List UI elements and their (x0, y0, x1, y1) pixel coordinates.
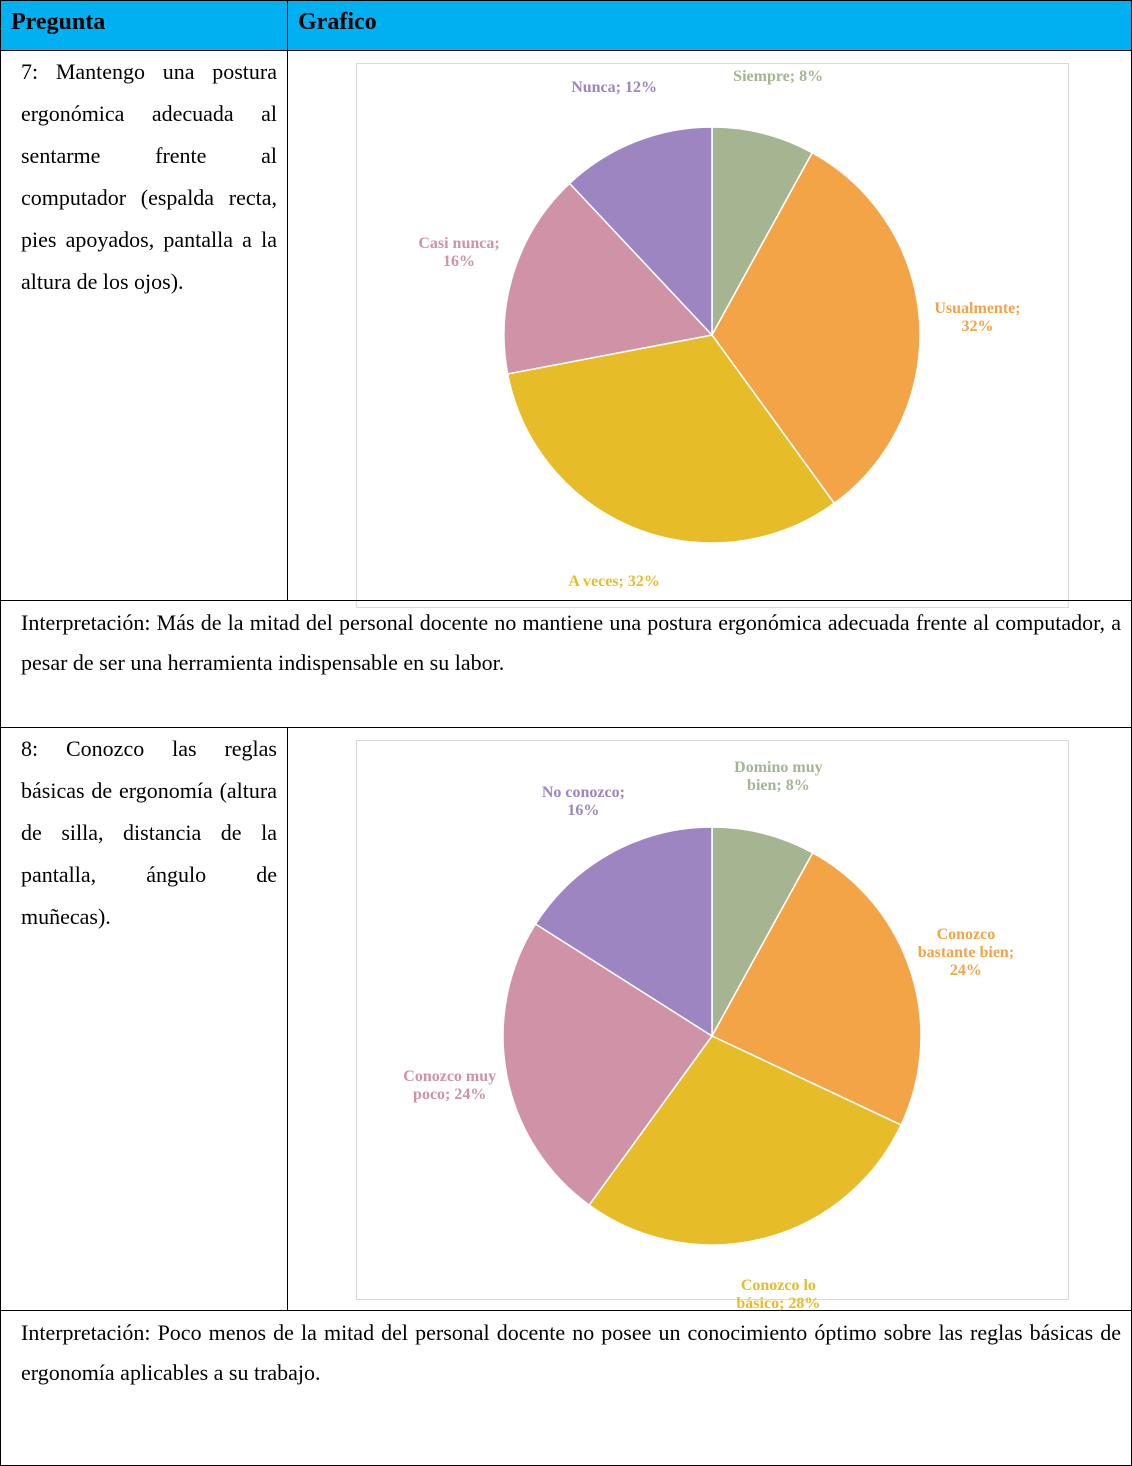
data-label: No conozco; 16% (541, 784, 625, 820)
question-cell: 7: Mantengo una postura ergonómica adecu… (0, 50, 288, 601)
data-label: Casi nunca; 16% (418, 234, 500, 270)
data-label: A veces; 32% (568, 573, 660, 591)
data-label: Siempre; 8% (733, 68, 824, 86)
pie-slice (568, 126, 713, 337)
pie-slice (710, 851, 922, 1126)
data-label: Nunca; 12% (571, 78, 657, 96)
data-label: Conozco lo básico; 28% (736, 1276, 821, 1312)
pie-slice (588, 1035, 903, 1246)
header-cell: Pregunta (0, 0, 288, 51)
pie-slice (711, 151, 921, 505)
data-label: Conozco bastante bien; 24% (917, 926, 1015, 980)
data-label: Usualmente; 32% (934, 300, 1021, 336)
chart-box (356, 63, 1069, 608)
chart-box (356, 740, 1069, 1300)
pie-slice (503, 182, 714, 375)
interpretation-cell: Interpretación: Más de la mitad del pers… (0, 600, 1132, 728)
pie-slice (711, 826, 814, 1037)
data-label: Domino muy bien; 8% (734, 759, 823, 795)
interpretation-cell: Interpretación: Poco menos de la mitad d… (0, 1310, 1132, 1466)
pie-slice (506, 334, 836, 544)
pie-slice (711, 126, 814, 336)
pie-slice (534, 826, 713, 1038)
pie-slice (502, 922, 714, 1207)
data-label: Conozco muy poco; 24% (403, 1068, 497, 1104)
